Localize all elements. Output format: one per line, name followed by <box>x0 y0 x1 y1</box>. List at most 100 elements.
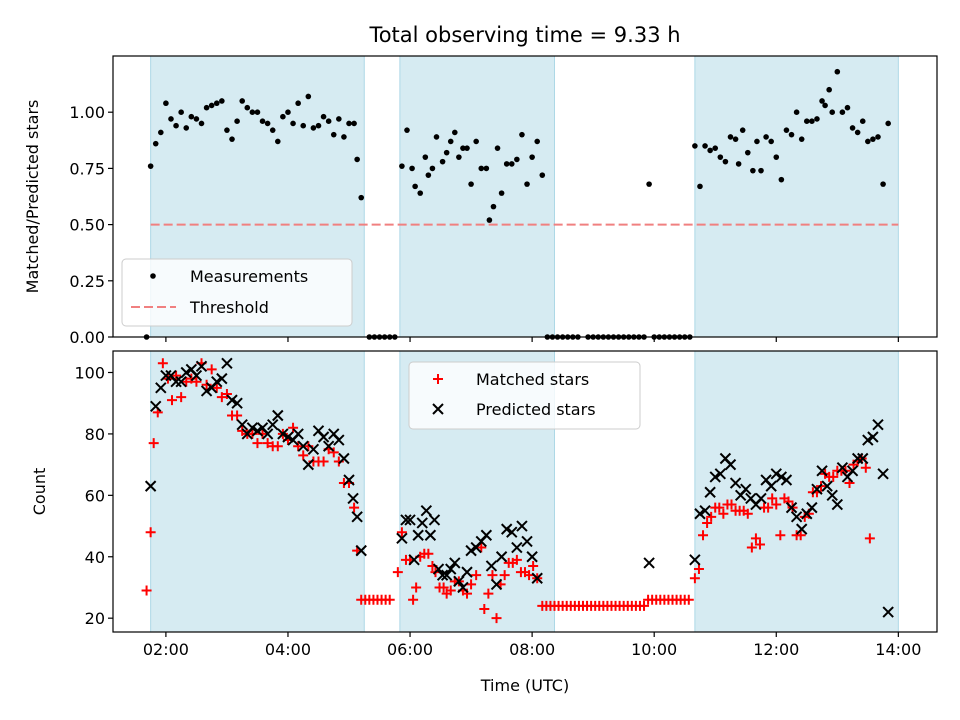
data-point <box>409 165 415 172</box>
data-point <box>697 183 703 190</box>
data-point-plus <box>706 511 717 522</box>
data-point-x <box>347 492 359 505</box>
data-point-x <box>338 452 350 465</box>
observing-window-span <box>150 350 365 633</box>
data-point-x <box>261 428 274 440</box>
data-point <box>788 131 795 138</box>
data-point-x <box>831 498 844 511</box>
data-point-x <box>190 369 203 382</box>
data-point <box>460 145 466 151</box>
data-point <box>859 118 866 124</box>
y-axis-label: Count <box>30 468 49 516</box>
data-point-x <box>396 532 408 545</box>
data-point <box>249 109 256 115</box>
data-point-x <box>775 471 788 483</box>
data-point-plus <box>171 370 182 381</box>
data-point-plus <box>511 554 522 565</box>
data-point <box>354 156 360 163</box>
data-point <box>213 100 220 107</box>
data-point <box>188 113 195 120</box>
data-point-plus <box>262 438 273 449</box>
data-point-x <box>412 529 424 541</box>
data-point-x <box>200 385 213 397</box>
legend-marker-measurements <box>150 273 156 279</box>
data-point <box>168 116 174 122</box>
x-tick-label: 14:00 <box>875 640 921 659</box>
data-point-x <box>440 569 453 581</box>
data-point-x <box>180 366 192 379</box>
data-point-plus <box>396 527 407 538</box>
legend: Matched stars Predicted stars <box>408 361 641 430</box>
data-point <box>514 156 520 163</box>
top-panel-measurements: 0.00 0.25 0.50 0.75 1.00 Matched/Predicted st… <box>23 55 938 347</box>
data-point <box>399 163 405 169</box>
data-point <box>692 143 698 149</box>
data-point <box>534 138 541 145</box>
data-point <box>880 181 886 187</box>
data-point-x <box>343 474 355 486</box>
observing-window-span <box>694 55 899 338</box>
data-point <box>229 136 235 142</box>
data-point <box>754 138 760 145</box>
data-point-x <box>724 458 737 471</box>
data-point-x <box>307 443 320 455</box>
data-point-plus <box>746 542 757 553</box>
data-point-x <box>857 452 869 465</box>
data-point-plus <box>479 603 490 614</box>
data-point <box>305 93 312 100</box>
data-point-plus <box>860 462 871 473</box>
data-point <box>163 100 169 107</box>
data-point <box>254 109 261 115</box>
data-point-x <box>826 489 838 502</box>
data-point <box>425 172 432 178</box>
data-point-plus <box>445 585 456 596</box>
data-point <box>503 161 510 167</box>
data-point <box>234 118 240 124</box>
data-point <box>295 100 301 107</box>
observing-window-span <box>694 350 899 633</box>
data-point <box>208 102 215 109</box>
data-point-plus <box>392 567 403 578</box>
data-point-plus <box>157 358 168 369</box>
data-point <box>336 116 342 122</box>
x-tick-label: 10:00 <box>631 640 677 659</box>
data-point <box>443 149 450 156</box>
data-point-x <box>155 382 167 394</box>
data-point <box>494 145 501 151</box>
data-point <box>524 181 530 187</box>
data-point-plus <box>718 508 729 519</box>
data-point <box>310 125 317 131</box>
data-point-plus <box>639 600 650 611</box>
data-point-x <box>872 418 884 431</box>
series-x <box>144 357 894 618</box>
data-point-plus <box>145 527 156 538</box>
data-point-plus <box>328 447 339 458</box>
data-point-plus <box>384 594 395 605</box>
data-point <box>839 109 846 115</box>
data-point <box>198 120 205 127</box>
data-point-x <box>765 480 777 492</box>
data-point-x <box>400 514 412 526</box>
data-point-plus <box>726 499 737 510</box>
data-point-plus <box>483 588 494 599</box>
data-point-x <box>251 425 264 437</box>
data-point <box>320 113 327 120</box>
legend-label-predicted: Predicted stars <box>476 400 596 419</box>
data-point <box>439 158 446 165</box>
data-point <box>539 172 546 178</box>
data-point <box>875 134 881 140</box>
data-point <box>865 138 871 145</box>
x-tick-label: 04:00 <box>265 640 311 659</box>
data-point-x <box>449 557 461 569</box>
data-point-plus <box>141 585 152 596</box>
data-point-x <box>424 529 437 541</box>
data-point-x <box>709 471 721 483</box>
data-point-x <box>511 541 523 554</box>
data-point-x <box>453 575 465 588</box>
data-point-x <box>490 578 503 591</box>
data-point-plus <box>349 502 360 513</box>
data-point-plus <box>763 502 774 513</box>
axes-frame <box>112 55 938 338</box>
data-point <box>707 147 713 154</box>
